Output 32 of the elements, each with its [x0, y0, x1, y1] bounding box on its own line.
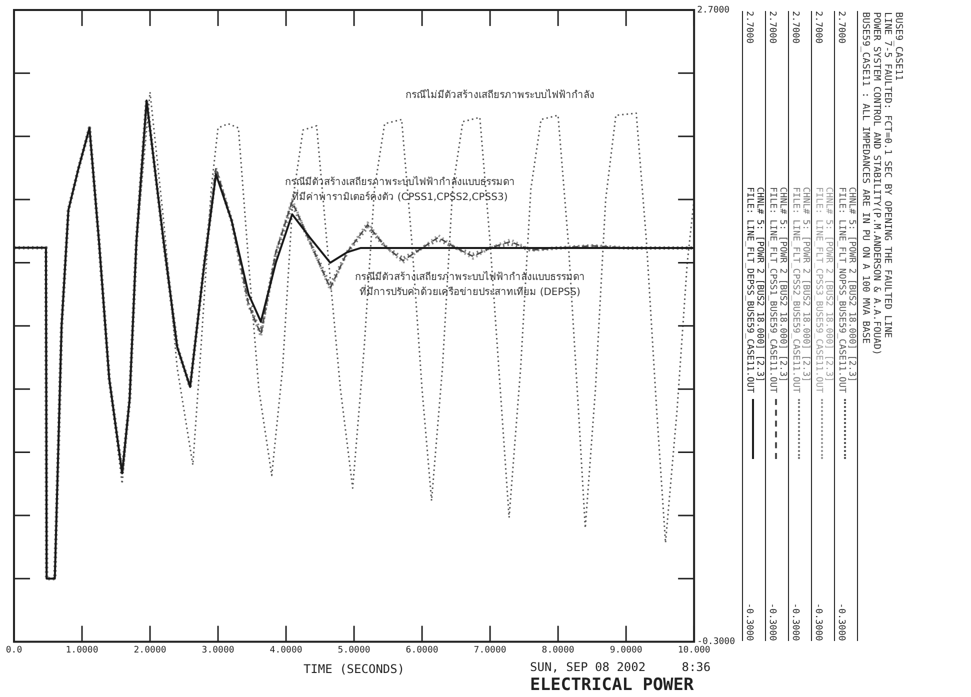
text: -0.3000	[813, 603, 823, 641]
x-tick-label: 2.0000	[134, 646, 166, 656]
text: ELECTRICAL POWER	[530, 675, 694, 695]
text: 2.7000	[744, 11, 754, 44]
text: -0.3000	[744, 603, 754, 641]
x-tick-label: 6.0000	[406, 646, 438, 656]
x-tick-label: 5.0000	[338, 646, 370, 656]
x-tick-label: 4.0000	[270, 646, 302, 656]
x-tick-label: 0.0	[6, 646, 22, 656]
x-tick-label: 8.0000	[542, 646, 574, 656]
text: 2.7000	[813, 11, 823, 44]
annotation: กรณีไม่มีตัวสร้างเสถียรภาพระบบไฟฟ้ากำลัง	[406, 89, 594, 101]
text: -0.3000	[767, 603, 777, 641]
text: -0.3000	[836, 603, 846, 641]
text: SUN, SEP 08 2002 8:36	[530, 660, 711, 674]
x-tick-label: 10.000	[678, 646, 710, 656]
text: FILE: LINE_FLT_CPSS1_BUSE59_CASE11.OUT CHNL# 5: [POWR 2 [BUS2 18.000] [2.3]	[768, 187, 788, 394]
text: 2.7000	[790, 11, 800, 44]
text: -0.3000	[790, 603, 800, 641]
text: FILE: LINE_FLT_DEPSS_BUSE59_CASE11.OUT CHNL# 5: [POWR 2 [BUS2 18.000] [2.3]	[744, 187, 764, 394]
x-axis-title: TIME (SECONDS)	[303, 662, 405, 676]
text: BUSE59_CASE11 : ALL IMPEDANCES ARE IN PU ON A 100 MVA BASE POWER SYSTEM CONTROL AND STABILITY(P.M.ANDERSON & A.A.FOUAD) LINE 7-5 FAULTED: FCT=0.1 SEC BY OPENING THE FAULTED LINE BUSE9_CASE11	[860, 12, 904, 356]
x-tick-label: 3.0000	[202, 646, 234, 656]
annotation: กรณีมีตัวสร้างเสถียรภาพระบบไฟฟ้ากำลังแบบธรรมดา ที่มีค่าพารามิเตอร์คงตัว (CPSS1,CPSS2,CPSS3)	[285, 176, 515, 203]
text: FILE: LINE_FLT_CPSS2_BUSE59_CASE11.OUT CHNL# 5: [POWR 2 [BUS2 18.000] [2.3]	[790, 187, 810, 394]
x-tick-label: 7.0000	[474, 646, 506, 656]
text: 2.7000	[836, 11, 846, 44]
text: FILE: LINE_FLT_NOPSS_BUSE59_CASE11.OUT CHNL# 5: [POWR 2 [BUS2 18.000] [2.3]	[836, 187, 856, 394]
x-tick-label: 9.0000	[610, 646, 642, 656]
text: FILE: LINE_FLT_CPSS3_BUSE59_CASE11.OUT CHNL# 5: [POWR 2 [BUS2 18.000] [2.3]	[814, 187, 834, 394]
text: 2.7000	[767, 11, 777, 44]
x-tick-label: 1.0000	[66, 646, 98, 656]
